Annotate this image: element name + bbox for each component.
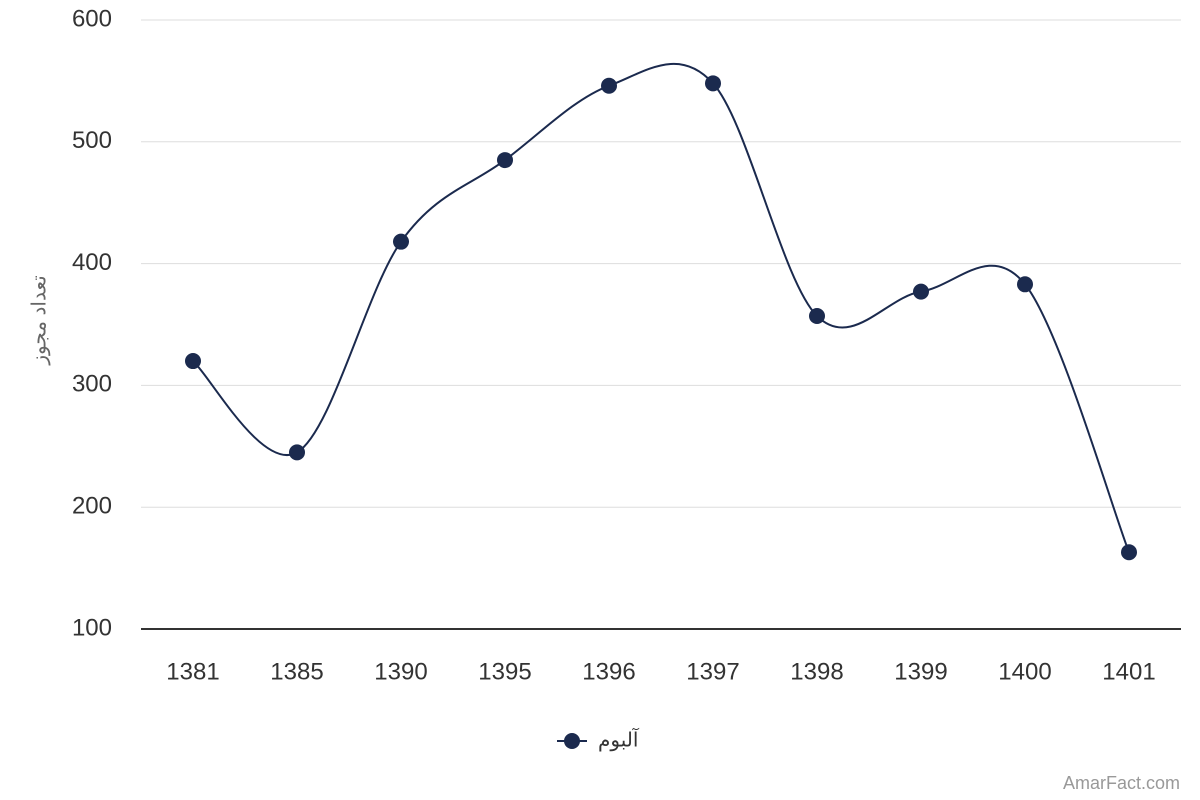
point	[1017, 276, 1033, 293]
y-tick-label: 100	[72, 614, 112, 641]
x-tick-label: 1399	[894, 658, 947, 685]
point	[1121, 544, 1137, 561]
x-tick-label: 1400	[998, 658, 1051, 685]
point	[601, 77, 617, 94]
x-tick-label: 1397	[686, 658, 739, 685]
point	[393, 233, 409, 250]
x-tick-label: 1396	[582, 658, 635, 685]
x-tick-label: 1398	[790, 658, 843, 685]
point	[705, 75, 721, 92]
y-axis-label: تعداد مجوز	[28, 275, 50, 365]
line	[192, 63, 1130, 553]
x-tick-label: 1381	[166, 658, 219, 685]
legend-label: آلبوم	[598, 726, 640, 751]
y-tick-label: 200	[72, 493, 112, 520]
y-tick-label: 600	[72, 5, 112, 32]
legend-marker	[564, 733, 580, 749]
x-tick-label: 1401	[1102, 658, 1155, 685]
point	[185, 353, 201, 370]
point	[913, 283, 929, 300]
y-tick-label: 500	[72, 127, 112, 154]
x-tick-label: 1390	[374, 658, 427, 685]
y-tick-label: 300	[72, 371, 112, 398]
x-tick-label: 1395	[478, 658, 531, 685]
y-tick-label: 400	[72, 249, 112, 276]
point	[809, 307, 825, 324]
x-tick-label: 1385	[270, 658, 323, 685]
point	[497, 152, 513, 169]
watermark: AmarFact.com	[1063, 773, 1180, 793]
point	[289, 444, 305, 461]
